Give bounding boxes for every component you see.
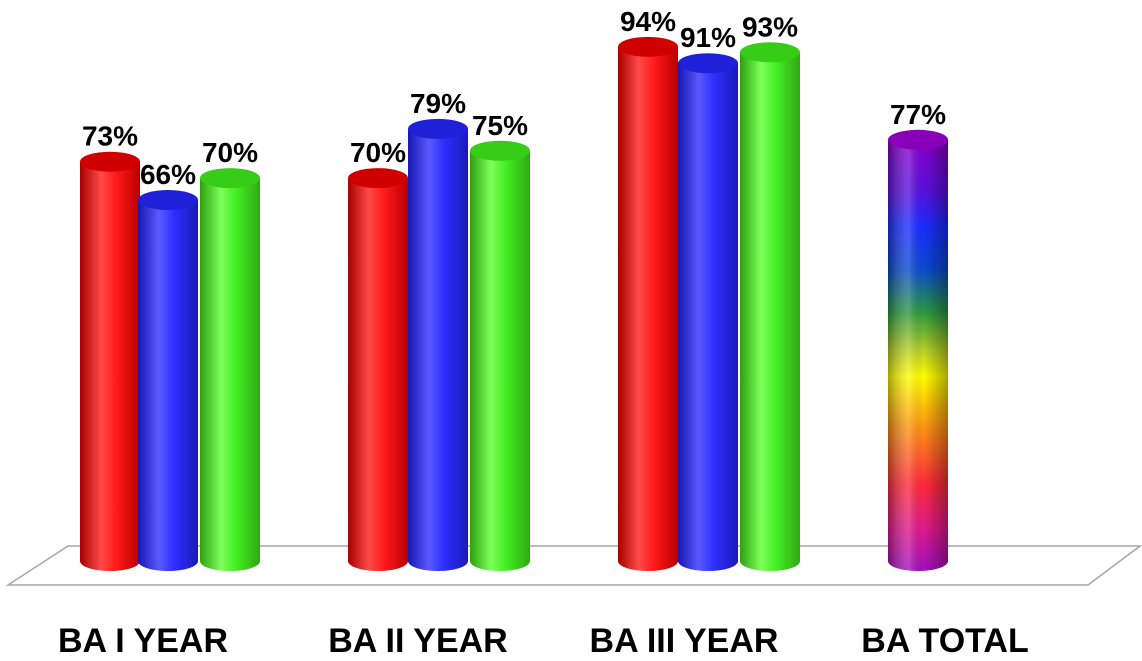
bar-3-2 — [678, 53, 738, 571]
data-label: 70% — [202, 137, 258, 168]
bar-1-1 — [80, 151, 140, 571]
data-label: 73% — [82, 121, 138, 152]
bar-body — [618, 46, 678, 571]
bar-top — [470, 140, 530, 161]
bar-top — [200, 168, 260, 189]
bar-top — [678, 53, 738, 74]
bar-2-1 — [348, 168, 408, 571]
data-label: 70% — [350, 137, 406, 168]
bar-top — [740, 42, 800, 63]
category-label: BA I YEAR — [58, 622, 228, 660]
data-label: 93% — [742, 11, 798, 42]
bar-top — [80, 151, 140, 172]
bar-body — [348, 178, 408, 571]
bar-top — [618, 36, 678, 57]
category-label: BA III YEAR — [590, 622, 779, 660]
data-label: 79% — [410, 88, 466, 119]
bar-1-2 — [138, 189, 198, 572]
data-label: 77% — [890, 99, 946, 130]
data-label: 75% — [472, 110, 528, 141]
bar-body — [80, 161, 140, 571]
value-labels-layer: 73%66%70% 70%79%75%94%91% 93%77% — [82, 6, 946, 190]
bar-body — [470, 150, 530, 571]
bar-shading — [888, 139, 948, 571]
bar-body — [678, 63, 738, 571]
category-labels-layer: BA I YEAR BA II YEAR BA III YEAR BA TOTAL — [58, 622, 1029, 660]
bar-2-3 — [470, 140, 530, 571]
bar-3-3 — [740, 42, 800, 572]
category-label: BA TOTAL — [861, 622, 1028, 660]
bar-top — [348, 168, 408, 189]
bar-body — [200, 178, 260, 571]
bar-top — [888, 129, 948, 150]
bars-layer — [80, 36, 948, 572]
data-label: 66% — [140, 159, 196, 190]
category-label: BA II YEAR — [328, 622, 507, 660]
bar-body — [408, 128, 468, 571]
data-label: 91% — [680, 22, 736, 53]
bar-top — [408, 118, 468, 139]
bar-body — [138, 199, 198, 572]
bar-1-3 — [200, 168, 260, 571]
bar-top — [138, 189, 198, 210]
bar-3-1 — [618, 36, 678, 571]
bar-4-1 — [888, 129, 948, 571]
data-label: 94% — [620, 6, 676, 37]
bar-2-2 — [408, 118, 468, 571]
bar-body — [740, 52, 800, 572]
